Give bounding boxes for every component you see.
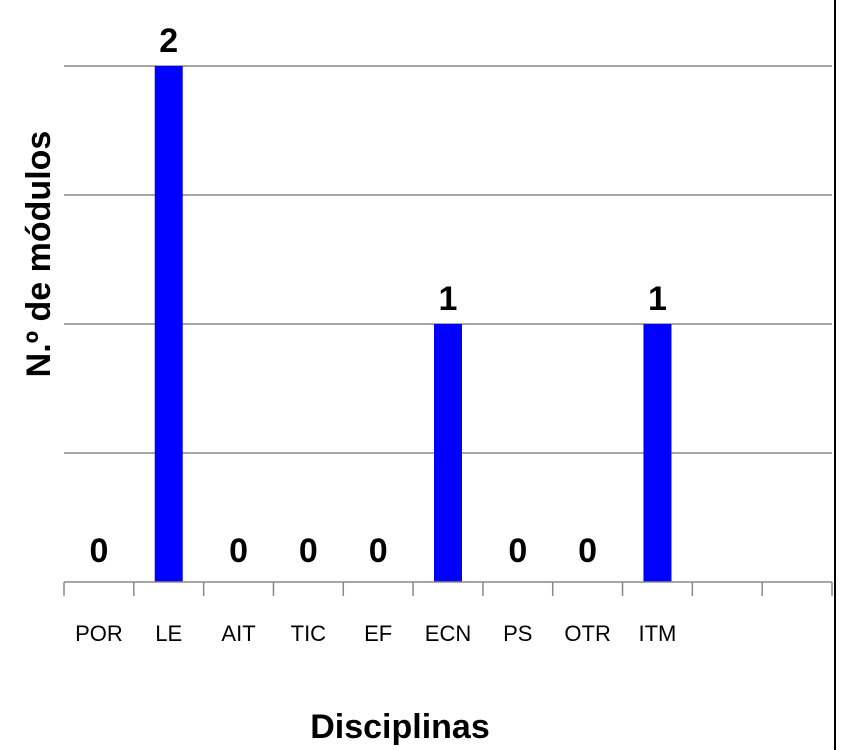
x-tick-label: PS — [503, 621, 532, 646]
x-tick-label: TIC — [291, 621, 327, 646]
x-tick-label: POR — [75, 621, 123, 646]
x-tick-label: EF — [364, 621, 392, 646]
bar-itm — [643, 324, 672, 582]
bar-ecn — [434, 324, 462, 582]
bars — [154, 66, 672, 582]
data-label: 2 — [159, 22, 178, 60]
data-label: 0 — [508, 532, 527, 570]
data-label: 1 — [439, 280, 458, 318]
x-tick-label: ITM — [639, 621, 677, 646]
x-tick-labels: POR LE AIT TIC EF ECN PS OTR ITM — [75, 621, 676, 646]
data-label: 0 — [299, 532, 318, 570]
x-axis-title: Disciplinas — [310, 708, 490, 746]
data-label: 0 — [369, 532, 388, 570]
x-tick-label: LE — [155, 621, 182, 646]
x-tick-label: AIT — [221, 621, 255, 646]
bar-le — [154, 66, 183, 582]
x-tick-label: OTR — [564, 621, 610, 646]
data-labels: 0 2 0 0 0 1 0 0 1 — [89, 22, 666, 570]
x-tick-label: ECN — [425, 621, 471, 646]
data-label: 0 — [578, 532, 597, 570]
data-label: 0 — [89, 532, 108, 570]
x-axis — [63, 581, 833, 596]
y-axis-title: N.º de módulos — [20, 131, 58, 378]
data-label: 0 — [229, 532, 248, 570]
data-label: 1 — [648, 280, 667, 318]
